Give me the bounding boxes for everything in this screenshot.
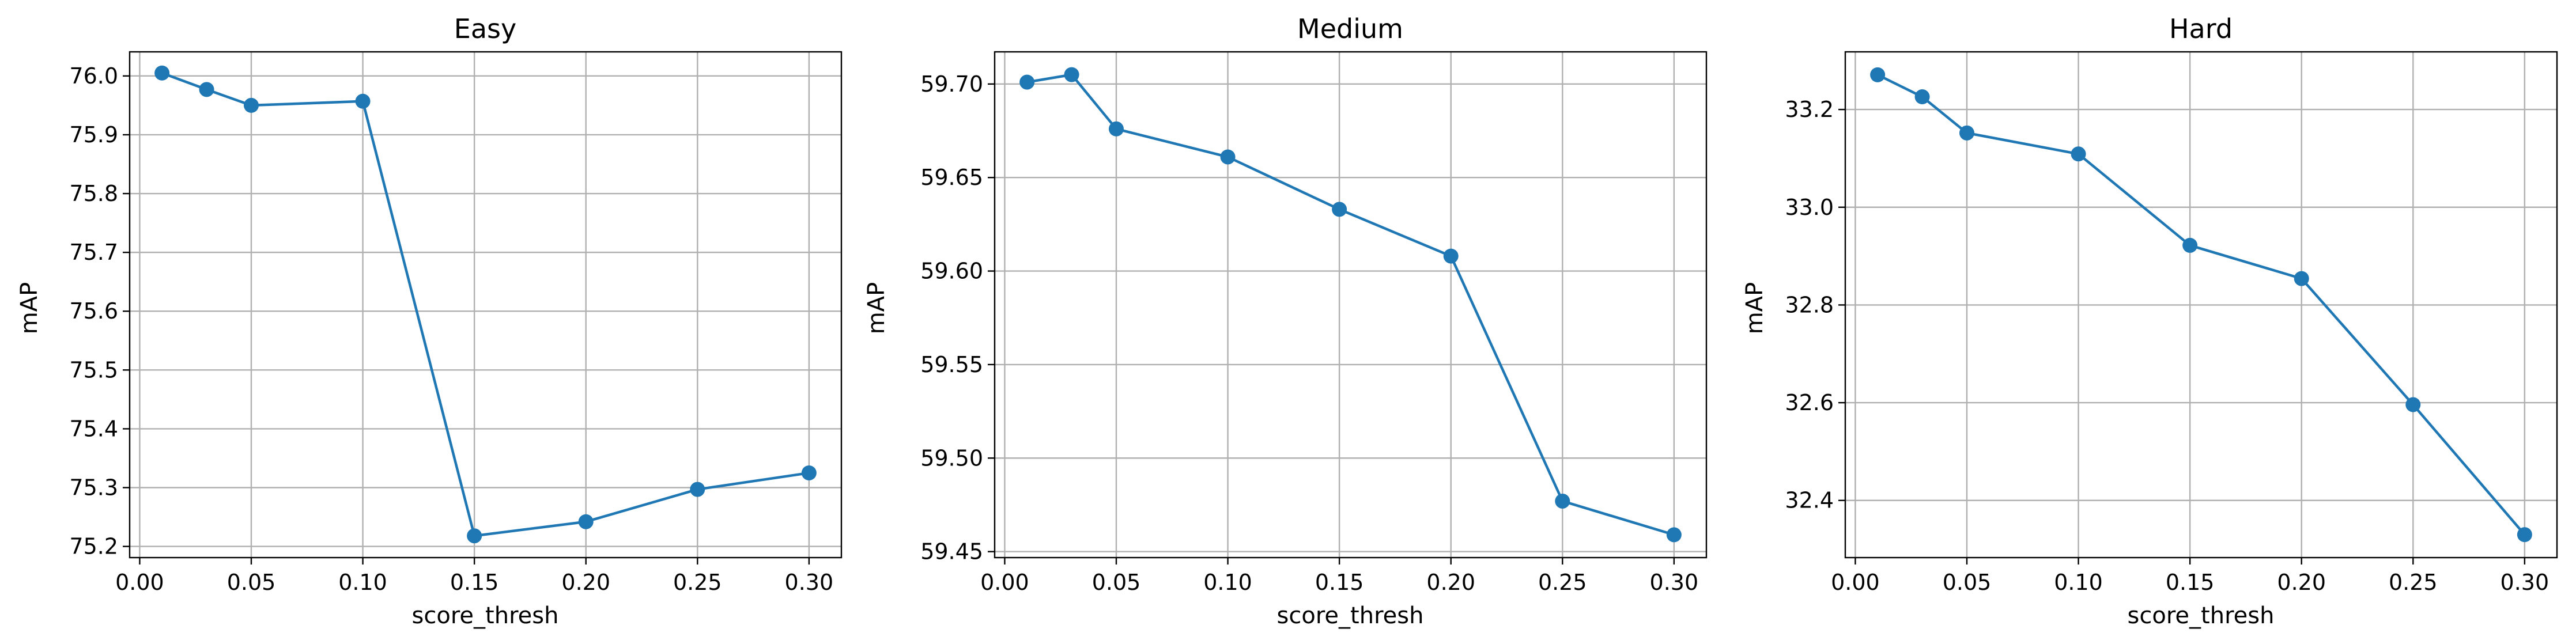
x-tick-label: 0.05	[227, 570, 276, 595]
data-point	[2517, 527, 2532, 543]
y-tick-label: 75.5	[69, 357, 118, 382]
y-tick-label: 75.2	[69, 534, 118, 559]
x-tick-label: 0.25	[2389, 570, 2438, 595]
data-point	[1555, 493, 1570, 509]
x-tick-label: 0.15	[450, 570, 499, 595]
data-point	[467, 528, 482, 544]
y-tick-label: 59.50	[920, 445, 983, 471]
data-point	[154, 65, 170, 81]
data-point	[1870, 67, 1886, 82]
data-point	[2071, 146, 2086, 162]
plot-frame	[994, 51, 1708, 559]
x-tick-label: 0.10	[338, 570, 387, 595]
y-tick-label: 59.60	[920, 259, 983, 284]
y-axis-label: mAP	[863, 282, 890, 334]
x-tick-label: 0.10	[1203, 570, 1252, 595]
y-tick-label: 32.4	[1785, 488, 1834, 513]
data-point	[578, 514, 594, 529]
y-tick-label: 75.7	[69, 240, 118, 265]
subplot-easy: Easy score_thresh mAP 0.00 0.05 0.10 0.15 0.…	[16, 13, 843, 629]
data-point	[1108, 121, 1124, 137]
y-tick-label: 32.6	[1785, 390, 1834, 415]
x-tick-label: 0.00	[115, 570, 164, 595]
x-tick-label: 0.00	[980, 570, 1029, 595]
series-line	[161, 71, 810, 537]
subplot-hard: Hard score_thresh mAP 0.00 0.05 0.10 0.15 0.…	[1742, 13, 2558, 629]
x-axis-label: score_thresh	[2128, 603, 2275, 629]
data-point	[2182, 237, 2198, 253]
data-point	[243, 97, 259, 113]
data-point	[1220, 149, 1236, 165]
x-tick-label: 0.15	[2166, 570, 2215, 595]
x-tick-label: 0.10	[2054, 570, 2103, 595]
x-tick-label: 0.30	[785, 570, 834, 595]
x-tick-label: 0.30	[1650, 570, 1699, 595]
x-tick-label: 0.30	[2501, 570, 2549, 595]
data-point	[1959, 125, 1974, 141]
data-point	[1064, 67, 1079, 82]
y-tick-label: 59.55	[920, 352, 983, 377]
subplot-title: Easy	[454, 13, 516, 44]
x-tick-label: 0.05	[1943, 570, 1992, 595]
x-tick-label: 0.25	[1538, 570, 1587, 595]
data-point	[355, 93, 371, 109]
x-tick-label: 0.05	[1092, 570, 1141, 595]
y-tick-label: 75.9	[69, 122, 118, 147]
y-axis-label: mAP	[16, 282, 43, 334]
x-tick-label: 0.20	[1426, 570, 1475, 595]
y-tick-label: 75.8	[69, 181, 118, 206]
series-line	[1877, 73, 2526, 536]
x-tick-label: 0.15	[1315, 570, 1364, 595]
data-point	[1443, 248, 1459, 264]
y-tick-label: 75.3	[69, 475, 118, 501]
x-tick-label: 0.00	[1831, 570, 1880, 595]
data-point	[2405, 397, 2421, 412]
data-point	[1914, 89, 1930, 105]
x-tick-label: 0.20	[2277, 570, 2326, 595]
subplot-title: Hard	[2169, 13, 2233, 44]
data-point	[801, 465, 817, 480]
y-tick-label: 75.4	[69, 416, 118, 441]
data-point	[1332, 202, 1347, 217]
y-tick-label: 33.2	[1785, 97, 1834, 122]
subplot-medium: Medium score_thresh mAP 0.00 0.05 0.10 0.15…	[863, 13, 1708, 629]
subplot-title: Medium	[1297, 13, 1403, 44]
data-point	[199, 82, 214, 97]
data-point	[2294, 271, 2309, 286]
y-tick-label: 59.65	[920, 165, 983, 190]
y-tick-label: 59.70	[920, 71, 983, 97]
x-axis-label: score_thresh	[412, 603, 559, 629]
x-tick-label: 0.25	[673, 570, 722, 595]
y-tick-label: 75.6	[69, 298, 118, 324]
series-line	[1026, 73, 1675, 536]
data-point	[690, 482, 705, 497]
x-axis-label: score_thresh	[1277, 603, 1424, 629]
plot-frame	[129, 51, 843, 559]
y-tick-label: 32.8	[1785, 292, 1834, 317]
y-axis-label: mAP	[1742, 282, 1768, 334]
x-tick-label: 0.20	[561, 570, 610, 595]
data-point	[1019, 74, 1035, 90]
data-point	[1666, 527, 1682, 543]
y-tick-label: 76.0	[69, 63, 118, 89]
y-tick-label: 59.45	[920, 539, 983, 565]
y-tick-label: 33.0	[1785, 195, 1834, 220]
